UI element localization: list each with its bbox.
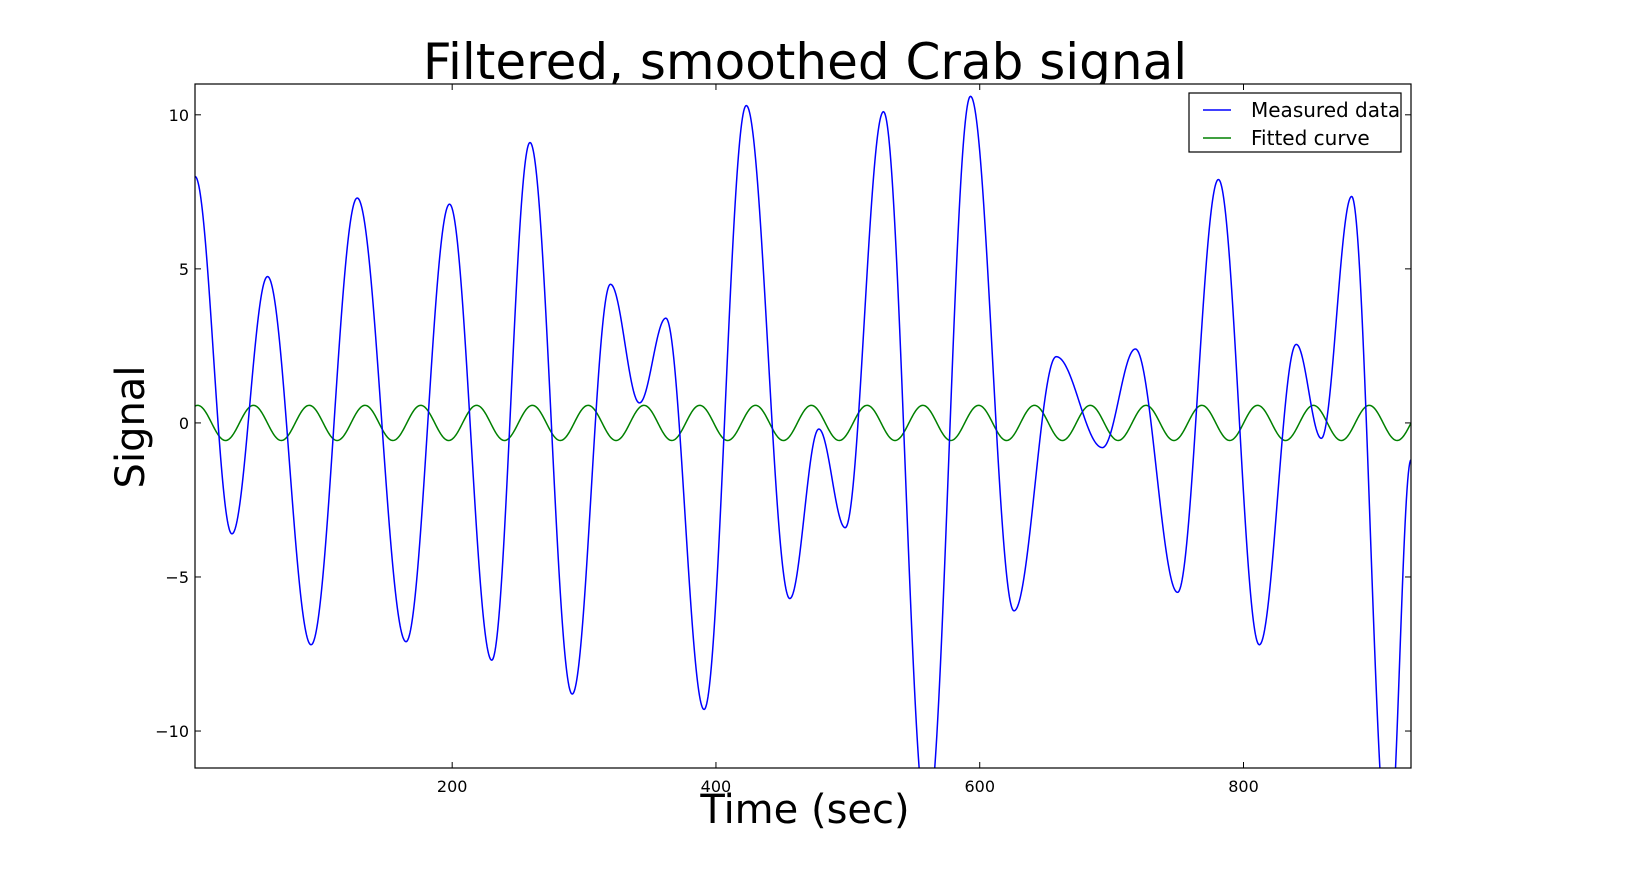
y-axis-label: Signal [108,366,154,489]
ticks-layer: 200 400 600 800 −10 −5 0 5 10 [155,84,1411,796]
series-layer [195,95,1411,768]
y-tick-label: 0 [179,414,189,433]
series-line-fitted-curve [195,404,1411,442]
x-axis-label: Time (sec) [699,787,909,833]
x-tick-label: 800 [1228,777,1259,796]
legend-label-measured-data: Measured data [1251,98,1400,122]
y-tick-label: −10 [155,722,189,741]
plot-frame [194,83,1412,769]
legend-label-fitted-curve: Fitted curve [1251,126,1370,150]
x-tick-label: 400 [701,777,732,796]
y-tick-label: −5 [165,568,189,587]
legend: Measured data Fitted curve [1188,92,1402,153]
x-tick-label: 200 [437,777,468,796]
series-line-measured-data [195,95,1411,768]
x-tick-label: 600 [964,777,995,796]
y-tick-label: 10 [169,106,189,125]
y-tick-label: 5 [179,260,189,279]
legend-box [1188,92,1402,153]
chart-title: Filtered, smoothed Crab signal [423,33,1187,91]
plot-area [195,84,1411,768]
